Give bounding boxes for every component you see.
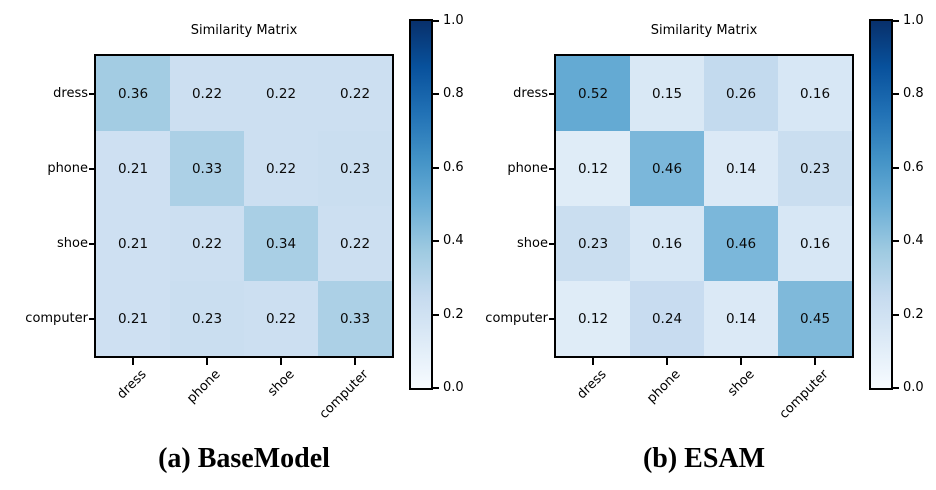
colorbar-tick-mark	[433, 166, 439, 169]
heatmap-cell-computer-dress: 0.12	[556, 281, 630, 356]
colorbar-tick-mark	[433, 313, 439, 316]
caption-esam: (b) ESAM	[642, 443, 766, 474]
plot-title: Similarity Matrix	[650, 23, 758, 38]
colorbar-tick-mark	[893, 93, 899, 96]
y-tick-label-computer: computer	[485, 310, 548, 326]
y-tick-label-dress: dress	[513, 85, 548, 101]
y-tick-label-dress: dress	[53, 85, 88, 101]
y-tick-mark	[549, 167, 556, 170]
heatmap-cell-phone-phone: 0.46	[630, 131, 704, 206]
colorbar-tick-mark	[893, 166, 899, 169]
y-tick-mark	[549, 317, 556, 320]
panel-esam: Similarity Matrix 0.52 0.15 0.26 0.16 0.12 0.…	[460, 0, 936, 490]
x-tick-mark	[132, 358, 134, 365]
colorbar-tick-mark	[433, 387, 439, 389]
colorbar-tick-label: 1.0	[903, 13, 924, 28]
heatmap-cell-phone-dress: 0.21	[96, 131, 170, 206]
heatmap-cell-computer-computer: 0.33	[318, 281, 392, 356]
colorbar-tick-label: 1.0	[443, 13, 464, 28]
heatmap-cell-dress-dress: 0.36	[96, 56, 170, 131]
x-tick-mark	[666, 358, 668, 365]
heatmap-cell-dress-computer: 0.16	[778, 56, 852, 131]
panel-basemodel: Similarity Matrix 0.36 0.22 0.22 0.22 0.21 0.…	[25, 13, 464, 474]
colorbar-tick-mark	[893, 313, 899, 316]
colorbar	[409, 19, 433, 390]
heatmap-cell-shoe-dress: 0.21	[96, 206, 170, 281]
y-tick-mark	[89, 92, 96, 95]
heatmap-cell-shoe-shoe: 0.46	[704, 206, 778, 281]
y-tick-mark	[89, 167, 96, 170]
x-tick-mark	[592, 358, 594, 365]
heatmap-cell-dress-phone: 0.22	[170, 56, 244, 131]
y-tick-mark	[89, 317, 96, 320]
colorbar	[869, 19, 893, 390]
x-tick-mark	[206, 358, 208, 365]
x-tick-mark	[280, 358, 282, 365]
colorbar-tick-label: 0.8	[443, 86, 464, 102]
caption-basemodel: (a) BaseModel	[158, 443, 330, 474]
colorbar-tick-label: 0.0	[443, 380, 464, 395]
heatmap-cell-shoe-shoe: 0.34	[244, 206, 318, 281]
y-tick-mark	[549, 242, 556, 245]
heatmap-cell-shoe-computer: 0.16	[778, 206, 852, 281]
heatmap-cell-computer-shoe: 0.14	[704, 281, 778, 356]
x-tick-mark	[814, 358, 816, 365]
colorbar-tick-label: 0.2	[903, 306, 924, 322]
heatmap-cell-phone-shoe: 0.22	[244, 131, 318, 206]
x-tick-mark	[354, 358, 356, 365]
colorbar-tick-label: 0.6	[443, 159, 464, 175]
heatmap-cell-computer-computer: 0.45	[778, 281, 852, 356]
y-tick-label-computer: computer	[25, 310, 88, 326]
heatmap-cell-dress-shoe: 0.26	[704, 56, 778, 131]
colorbar-tick-mark	[433, 93, 439, 96]
heatmap: 0.52 0.15 0.26 0.16 0.12 0.46 0.14 0.23 0.23 0.16…	[554, 54, 854, 358]
heatmap-cell-shoe-phone: 0.22	[170, 206, 244, 281]
plot-title: Similarity Matrix	[190, 23, 298, 38]
heatmap-cell-dress-shoe: 0.22	[244, 56, 318, 131]
heatmap-cell-computer-dress: 0.21	[96, 281, 170, 356]
colorbar-tick-label: 0.2	[443, 306, 464, 322]
colorbar-tick-mark	[893, 387, 899, 389]
x-tick-mark	[740, 358, 742, 365]
colorbar-tick-mark	[893, 20, 899, 22]
y-tick-label-shoe: shoe	[57, 235, 88, 251]
heatmap-cell-computer-shoe: 0.22	[244, 281, 318, 356]
heatmap-cell-dress-dress: 0.52	[556, 56, 630, 131]
y-tick-mark	[549, 92, 556, 95]
heatmap-cell-shoe-computer: 0.22	[318, 206, 392, 281]
heatmap-cell-shoe-dress: 0.23	[556, 206, 630, 281]
heatmap-cell-computer-phone: 0.23	[170, 281, 244, 356]
heatmap-cell-phone-computer: 0.23	[318, 131, 392, 206]
y-tick-label-phone: phone	[47, 160, 88, 176]
y-tick-label-phone: phone	[507, 160, 548, 176]
heatmap-cell-shoe-phone: 0.16	[630, 206, 704, 281]
heatmap-cell-dress-computer: 0.22	[318, 56, 392, 131]
colorbar-tick-label: 0.8	[903, 86, 924, 102]
heatmap-cell-phone-dress: 0.12	[556, 131, 630, 206]
y-tick-label-shoe: shoe	[517, 235, 548, 251]
colorbar-tick-mark	[433, 20, 439, 22]
heatmap-cell-computer-phone: 0.24	[630, 281, 704, 356]
colorbar-tick-label: 0.0	[903, 380, 924, 395]
y-tick-mark	[89, 242, 96, 245]
colorbar-tick-mark	[893, 240, 899, 243]
colorbar-tick-label: 0.4	[903, 233, 924, 249]
colorbar-tick-mark	[433, 240, 439, 243]
heatmap-cell-dress-phone: 0.15	[630, 56, 704, 131]
heatmap-cell-phone-phone: 0.33	[170, 131, 244, 206]
colorbar-tick-label: 0.4	[443, 233, 464, 249]
heatmap-cell-phone-shoe: 0.14	[704, 131, 778, 206]
heatmap: 0.36 0.22 0.22 0.22 0.21 0.33 0.22 0.23 0.21 0.22…	[94, 54, 394, 358]
heatmap-cell-phone-computer: 0.23	[778, 131, 852, 206]
colorbar-tick-label: 0.6	[903, 159, 924, 175]
